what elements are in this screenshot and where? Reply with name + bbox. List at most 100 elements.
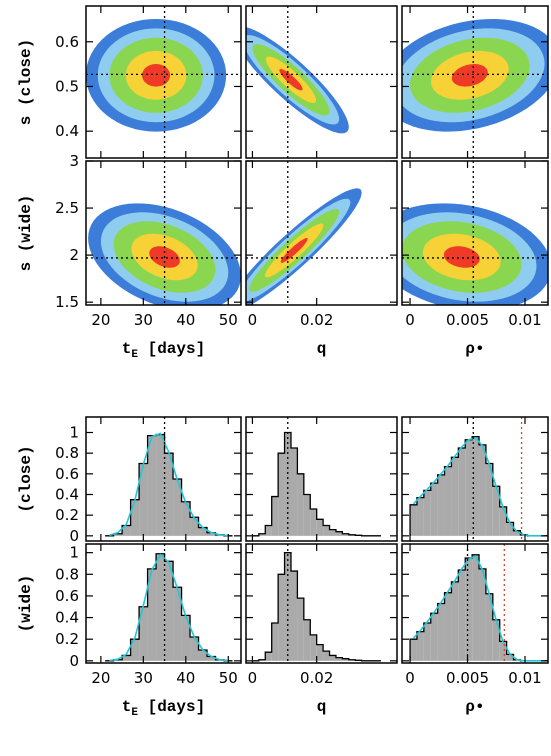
y-axis-label: s (wide) [17,195,35,272]
hist-bar [284,432,291,536]
hist-outline [252,552,381,662]
x-axis-label-main: ρ• [465,698,484,716]
y-tick-label: 0.2 [55,630,79,648]
y-tick-label: 0.8 [55,565,79,583]
panel [246,161,397,305]
x-axis-label-sub: E [131,707,138,719]
x-axis-label-rest: [days] [138,340,205,358]
hist-bar [265,525,272,536]
x-tick-label: 20 [91,311,110,329]
frame [401,160,549,306]
hist-bar [271,496,279,536]
hist-bar [410,504,417,536]
x-tick-label: 0.01 [508,669,541,687]
x-axis-label-main: t [122,340,132,358]
hist-bar [130,499,140,536]
y-tick-label: 1.5 [55,293,79,311]
hist-bar [492,619,500,661]
density-level [451,64,488,87]
hist-bar [472,436,480,536]
y-tick-label: 0.4 [55,609,79,627]
hist-bar [465,439,473,536]
hist-bar [323,651,330,661]
x-axis-label-main: ρ• [465,340,484,358]
hist-bar [316,519,324,536]
hist-bar [479,568,486,661]
hist-bar [284,552,291,661]
hist-outline [409,554,548,662]
hist-bar [451,457,459,536]
panel [252,544,381,663]
hist-bar [430,483,438,536]
hist-bar [342,533,349,536]
y-tick-label: 0.4 [55,486,79,504]
hist-bar [485,463,493,536]
hist-bar [423,622,431,661]
hist-outline [252,431,381,537]
hist-bar [278,574,285,661]
fit-curve [109,553,229,662]
y-axis-label: (wide) [17,575,35,633]
hist-bar [329,655,336,661]
y-tick-label: 0 [69,652,79,670]
hist-bar [164,453,174,536]
hist-bar [485,593,493,661]
panel [105,544,233,663]
hist-bar [122,655,131,661]
x-tick-label: 0 [405,669,415,687]
x-axis-label-main: q [317,698,327,716]
fit-curve [412,436,545,537]
fit-curve [412,554,545,662]
hist-bar [207,656,216,661]
hist-bar [323,525,330,536]
x-tick-label: 20 [91,669,110,687]
hist-bar [297,473,304,536]
frame [401,5,549,159]
x-tick-label: 50 [219,669,238,687]
y-tick-label: 2.5 [55,199,79,217]
x-axis-label-sub: E [131,349,138,361]
hist-bar [190,517,199,536]
y-tick-label: 3 [69,152,79,170]
y-axis-label: s (close) [17,39,35,125]
hist-bar [258,533,266,536]
frame [401,543,549,664]
hist-bar [173,587,182,661]
frame [245,543,398,664]
hist-bar [410,639,417,661]
panel [246,6,397,158]
panel [409,544,548,663]
x-tick-label: 0 [405,311,415,329]
hist-bar [416,631,424,661]
hist-bar [310,634,317,661]
frame [245,416,398,542]
density-level [443,246,480,268]
density-level [279,69,303,91]
panel [402,161,548,305]
fit-curve [109,432,229,537]
x-tick-label: 0 [248,311,258,329]
x-tick-label: 30 [134,311,153,329]
frame [85,543,242,664]
hist-bar [198,650,208,661]
x-tick-label: 40 [176,311,195,329]
x-axis-label: ρ• [465,698,484,716]
y-tick-label: 0.6 [55,587,79,605]
frame [85,160,242,306]
hist-bar [465,558,473,661]
y-tick-label: 2 [69,246,79,264]
hist-bar [130,639,140,661]
y-tick-label: 1 [69,424,79,442]
panel [409,417,548,541]
x-axis-label-main: q [317,340,327,358]
hist-bar [278,453,285,536]
x-tick-label: 40 [176,669,195,687]
x-axis-label-rest: [days] [138,698,205,716]
density-level [142,64,171,87]
hist-bar [113,533,123,536]
hist-bar [122,525,131,536]
x-tick-label: 0.005 [446,311,489,329]
hist-bar [316,644,324,661]
hist-bar [164,561,174,661]
